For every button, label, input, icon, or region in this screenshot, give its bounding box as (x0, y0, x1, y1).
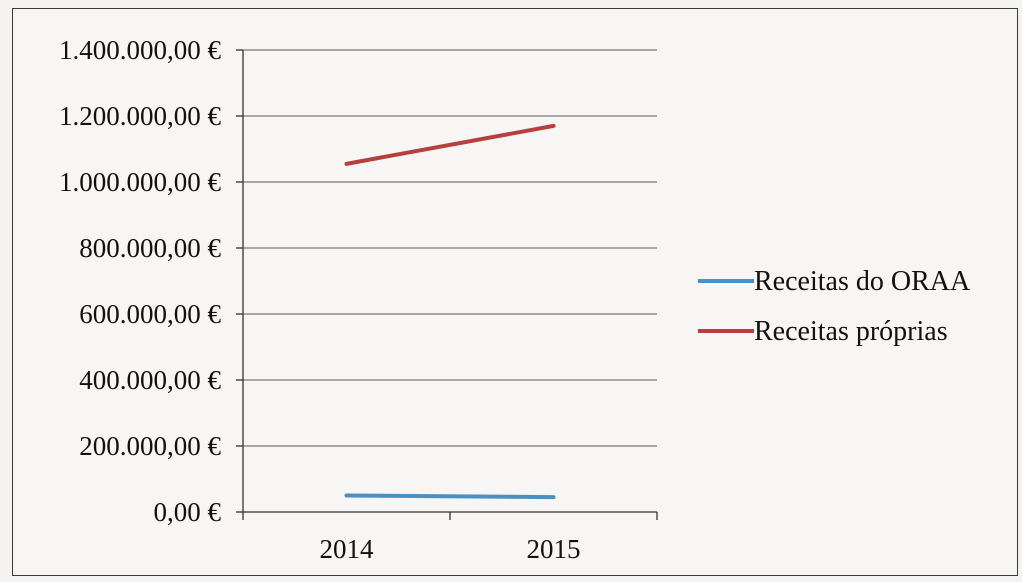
y-tick-label: 800.000,00 € (79, 233, 221, 263)
series-line (344, 493, 556, 500)
y-tick-label: 600.000,00 € (79, 299, 221, 329)
series-line (344, 123, 556, 166)
y-tick-label: 1.400.000,00 € (59, 35, 222, 65)
x-tick-label: 2015 (527, 534, 581, 564)
x-axis-ticks: 2014 2015 (242, 512, 658, 564)
axes (242, 50, 657, 513)
y-axis-ticks: 0,00 € 200.000,00 € 400.000,00 € 600.000,00… (59, 35, 243, 527)
x-tick-label: 2014 (320, 534, 375, 564)
legend-label: Receitas do ORAA (754, 266, 971, 297)
y-tick-label: 200.000,00 € (79, 431, 221, 461)
chart-frame (12, 8, 1018, 576)
y-tick-label: 1.200.000,00 € (59, 101, 222, 131)
y-tick-label: 1.000.000,00 € (59, 167, 222, 197)
y-tick-label: 400.000,00 € (79, 365, 221, 395)
series-lines (344, 123, 556, 500)
legend: Receitas do ORAA Receitas próprias (698, 266, 971, 347)
gridlines (243, 49, 657, 447)
y-tick-label: 0,00 € (154, 497, 222, 527)
legend-label: Receitas próprias (754, 316, 948, 347)
